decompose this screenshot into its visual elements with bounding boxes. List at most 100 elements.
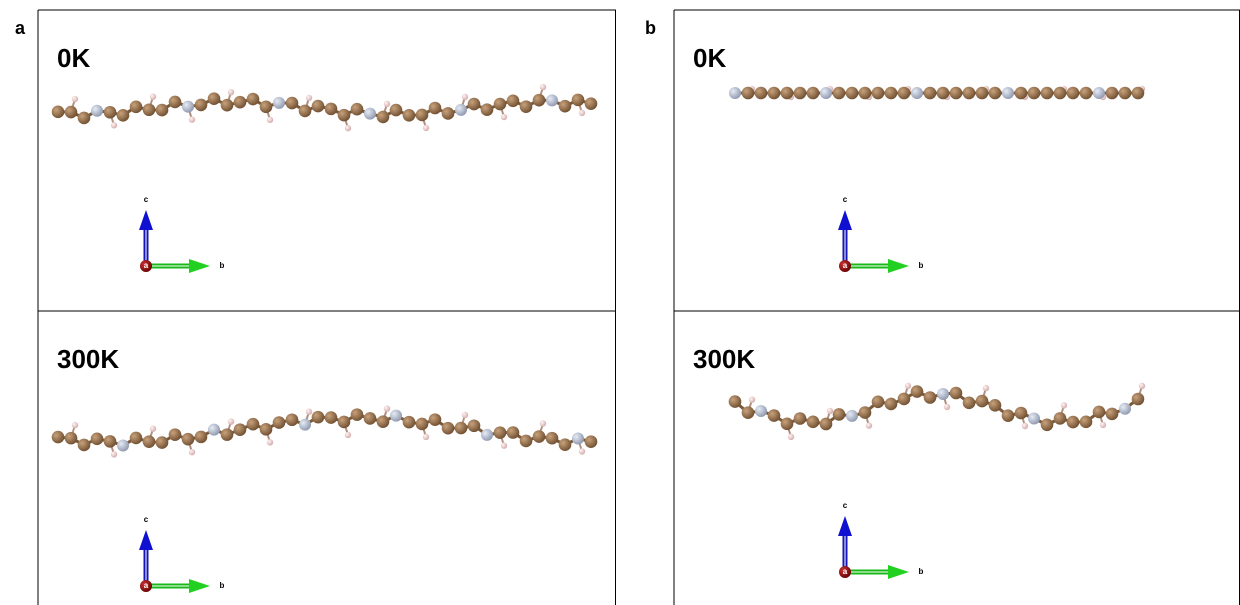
- carbon-atom: [103, 435, 117, 448]
- carbon-atom: [1001, 409, 1015, 422]
- hydrogen-atom: [383, 405, 391, 412]
- carbon-atom: [532, 430, 546, 443]
- carbon-atom: [415, 417, 429, 431]
- carbon-atom: [168, 95, 182, 109]
- carbon-atom: [988, 86, 1002, 100]
- axis-indicator: a c b: [139, 515, 225, 593]
- carbon-atom: [532, 93, 546, 107]
- carbon-atom: [376, 110, 390, 124]
- carbon-atom: [806, 415, 820, 429]
- nitrogen-atom: [390, 409, 402, 422]
- nitrogen-atom: [455, 103, 467, 116]
- b-arrowhead: [888, 259, 909, 273]
- nitrogen-atom: [911, 87, 923, 99]
- a-axis-origin: [140, 580, 152, 592]
- carbon-atom: [220, 428, 234, 441]
- carbon-atom: [1079, 86, 1093, 100]
- carbon-atom: [793, 86, 807, 100]
- carbon-atom: [207, 92, 221, 105]
- carbon-atom: [350, 408, 364, 421]
- carbon-atom: [129, 431, 143, 445]
- carbon-atom: [324, 102, 338, 116]
- carbon-atom: [233, 95, 247, 109]
- nitrogen-atom: [572, 432, 584, 445]
- hydrogen-atom: [227, 418, 235, 425]
- carbon-atom: [1105, 407, 1119, 421]
- carbon-atom: [558, 99, 572, 113]
- carbon-atom: [780, 86, 794, 100]
- carbon-atom: [584, 97, 598, 110]
- c-axis-label: c: [843, 501, 848, 510]
- carbon-atom: [884, 397, 898, 411]
- panel-label: a: [15, 18, 26, 38]
- carbon-atom: [129, 100, 143, 114]
- carbon-atom: [155, 436, 169, 449]
- carbon-atom: [51, 105, 65, 119]
- carbon-atom: [402, 415, 416, 429]
- hydrogen-atom: [305, 408, 313, 415]
- carbon-atom: [1053, 412, 1067, 425]
- b-axis-label: b: [919, 261, 924, 270]
- hydrogen-atom: [149, 93, 157, 100]
- carbon-atom: [754, 86, 768, 100]
- a-axis-origin: [140, 260, 152, 272]
- carbon-atom: [767, 409, 781, 422]
- c-axis-label: c: [144, 195, 149, 204]
- hydrogen-atom: [982, 384, 990, 392]
- carbon-atom: [741, 86, 755, 100]
- carbon-atom: [988, 398, 1002, 412]
- carbon-atom: [558, 438, 572, 452]
- a-axis-label: a: [144, 261, 149, 270]
- carbon-atom: [858, 86, 872, 100]
- panel-label: b: [645, 18, 656, 38]
- c-axis-label: c: [144, 515, 149, 524]
- hydrogen-atom: [110, 451, 118, 458]
- carbon-atom: [728, 395, 742, 408]
- hydrogen-atom: [422, 433, 430, 441]
- hydrogen-atom: [748, 396, 756, 403]
- carbon-atom: [285, 96, 299, 110]
- carbon-atom: [962, 86, 976, 100]
- carbon-atom: [51, 430, 65, 444]
- carbon-atom: [246, 92, 260, 106]
- nitrogen-atom: [546, 94, 558, 107]
- carbon-atom: [272, 416, 286, 429]
- carbon-atom: [871, 395, 885, 409]
- hydrogen-atom: [305, 94, 313, 102]
- carbon-atom: [519, 100, 533, 113]
- carbon-atom: [350, 102, 364, 116]
- carbon-atom: [77, 111, 91, 125]
- axis-indicator: a c b: [139, 195, 225, 273]
- hydrogen-atom: [461, 411, 469, 419]
- hydrogen-atom: [500, 113, 508, 121]
- hydrogen-atom: [344, 124, 352, 132]
- temperature-label: 0K: [693, 43, 726, 73]
- carbon-atom: [897, 392, 911, 406]
- hydrogen-atom: [578, 448, 586, 455]
- carbon-atom: [962, 396, 976, 410]
- carbon-atom: [259, 100, 273, 114]
- carbon-atom: [441, 107, 455, 120]
- carbon-atom: [819, 417, 833, 431]
- carbon-atom: [1014, 406, 1028, 420]
- hydrogen-atom: [227, 88, 235, 96]
- carbon-atom: [923, 86, 937, 100]
- molecule: [51, 405, 598, 458]
- carbon-atom: [871, 86, 885, 100]
- nitrogen-atom: [364, 107, 376, 120]
- carbon-atom: [884, 86, 898, 100]
- carbon-atom: [545, 431, 559, 445]
- b-axis-label: b: [220, 581, 225, 590]
- nitrogen-atom: [273, 96, 285, 109]
- nitrogen-atom: [117, 439, 129, 452]
- carbon-atom: [298, 104, 312, 118]
- a-axis-label: a: [843, 261, 848, 270]
- hydrogen-atom: [826, 407, 834, 415]
- carbon-atom: [168, 428, 182, 441]
- carbon-atom: [1079, 415, 1093, 429]
- carbon-atom: [845, 86, 859, 100]
- carbon-atom: [428, 413, 442, 426]
- hydrogen-atom: [578, 109, 586, 117]
- hydrogen-atom: [1099, 421, 1107, 429]
- hydrogen-atom: [1060, 402, 1068, 409]
